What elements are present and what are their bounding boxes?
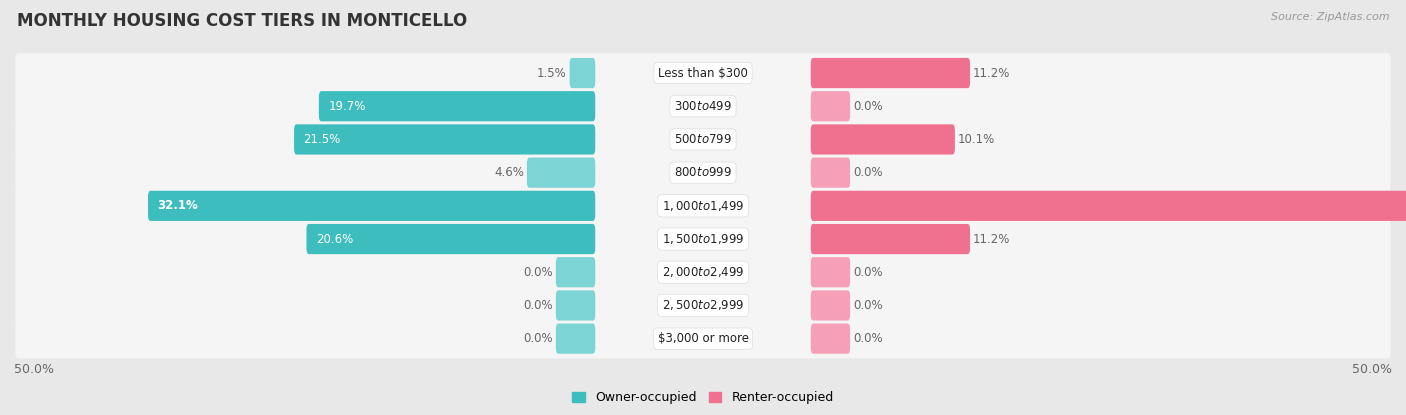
Text: 0.0%: 0.0% xyxy=(853,266,883,279)
Text: 20.6%: 20.6% xyxy=(316,232,353,246)
Text: $2,000 to $2,499: $2,000 to $2,499 xyxy=(662,265,744,279)
Text: 10.1%: 10.1% xyxy=(957,133,995,146)
Text: $500 to $799: $500 to $799 xyxy=(673,133,733,146)
FancyBboxPatch shape xyxy=(148,191,595,221)
FancyBboxPatch shape xyxy=(15,286,1391,325)
FancyBboxPatch shape xyxy=(15,319,1391,359)
Text: 1.5%: 1.5% xyxy=(537,66,567,80)
FancyBboxPatch shape xyxy=(15,219,1391,259)
FancyBboxPatch shape xyxy=(811,191,1406,221)
FancyBboxPatch shape xyxy=(811,324,851,354)
Text: 0.0%: 0.0% xyxy=(523,332,553,345)
Text: $300 to $499: $300 to $499 xyxy=(673,100,733,113)
Text: 50.0%: 50.0% xyxy=(14,363,53,376)
Text: $1,500 to $1,999: $1,500 to $1,999 xyxy=(662,232,744,246)
FancyBboxPatch shape xyxy=(811,257,851,287)
Text: 32.1%: 32.1% xyxy=(157,199,198,212)
FancyBboxPatch shape xyxy=(15,120,1391,159)
Text: $1,000 to $1,499: $1,000 to $1,499 xyxy=(662,199,744,213)
FancyBboxPatch shape xyxy=(811,58,970,88)
Text: 0.0%: 0.0% xyxy=(853,332,883,345)
Text: 0.0%: 0.0% xyxy=(853,166,883,179)
FancyBboxPatch shape xyxy=(811,290,851,320)
FancyBboxPatch shape xyxy=(811,124,955,154)
Text: Source: ZipAtlas.com: Source: ZipAtlas.com xyxy=(1271,12,1389,22)
Text: 11.2%: 11.2% xyxy=(973,232,1011,246)
FancyBboxPatch shape xyxy=(555,290,595,320)
FancyBboxPatch shape xyxy=(555,324,595,354)
Text: 11.2%: 11.2% xyxy=(973,66,1011,80)
FancyBboxPatch shape xyxy=(569,58,595,88)
Text: 21.5%: 21.5% xyxy=(304,133,340,146)
FancyBboxPatch shape xyxy=(527,158,595,188)
Text: $2,500 to $2,999: $2,500 to $2,999 xyxy=(662,298,744,312)
Text: 0.0%: 0.0% xyxy=(523,299,553,312)
FancyBboxPatch shape xyxy=(15,252,1391,292)
Text: MONTHLY HOUSING COST TIERS IN MONTICELLO: MONTHLY HOUSING COST TIERS IN MONTICELLO xyxy=(17,12,467,30)
Text: 19.7%: 19.7% xyxy=(328,100,366,113)
Text: 50.0%: 50.0% xyxy=(1353,363,1392,376)
FancyBboxPatch shape xyxy=(15,186,1391,226)
FancyBboxPatch shape xyxy=(294,124,595,154)
FancyBboxPatch shape xyxy=(15,86,1391,126)
FancyBboxPatch shape xyxy=(15,153,1391,193)
FancyBboxPatch shape xyxy=(307,224,595,254)
Text: Less than $300: Less than $300 xyxy=(658,66,748,80)
FancyBboxPatch shape xyxy=(555,257,595,287)
FancyBboxPatch shape xyxy=(319,91,595,121)
Text: $800 to $999: $800 to $999 xyxy=(673,166,733,179)
Text: 0.0%: 0.0% xyxy=(853,299,883,312)
FancyBboxPatch shape xyxy=(811,224,970,254)
Legend: Owner-occupied, Renter-occupied: Owner-occupied, Renter-occupied xyxy=(568,386,838,410)
FancyBboxPatch shape xyxy=(811,158,851,188)
Text: 0.0%: 0.0% xyxy=(853,100,883,113)
Text: 0.0%: 0.0% xyxy=(523,266,553,279)
FancyBboxPatch shape xyxy=(15,53,1391,93)
FancyBboxPatch shape xyxy=(811,91,851,121)
Text: 4.6%: 4.6% xyxy=(494,166,524,179)
Text: $3,000 or more: $3,000 or more xyxy=(658,332,748,345)
